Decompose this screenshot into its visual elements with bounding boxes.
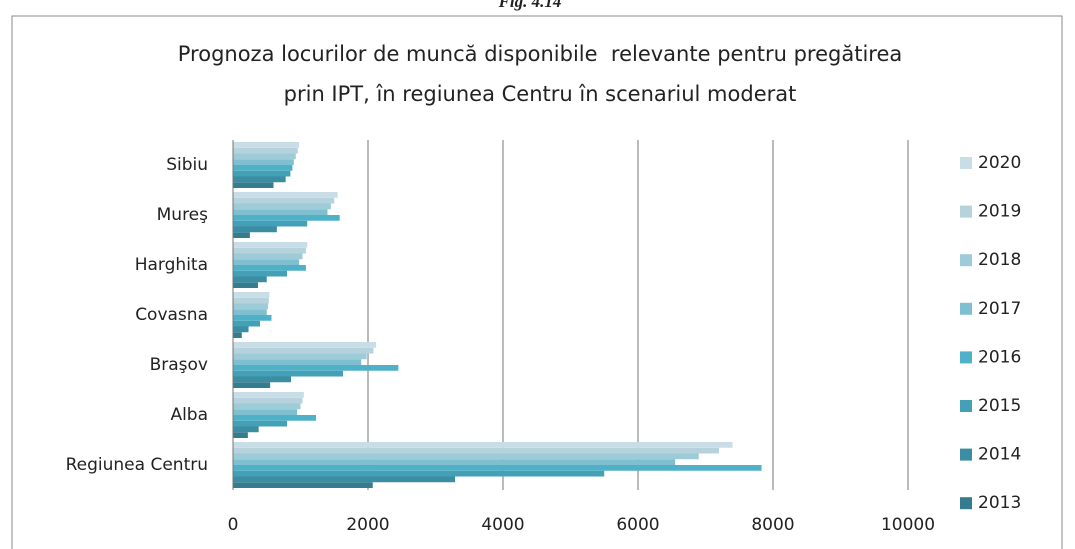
bar [233, 153, 296, 160]
legend-label: 2016 [978, 347, 1021, 367]
legend-swatch [960, 400, 972, 412]
bar [233, 397, 303, 404]
bar [233, 176, 286, 183]
x-tick-label: 6000 [616, 515, 659, 535]
bar [233, 270, 287, 277]
bar [233, 315, 272, 321]
bar [233, 292, 270, 298]
bar [233, 382, 271, 388]
bar [233, 232, 250, 238]
bar [233, 459, 676, 465]
legend-label: 2018 [978, 250, 1021, 270]
legend-swatch [960, 302, 972, 315]
legend-swatch [960, 254, 972, 267]
bar [233, 415, 317, 421]
y-tick-label: Covasna [135, 305, 208, 325]
bar [233, 442, 733, 448]
legend-swatch [960, 497, 972, 510]
x-tick-label: 0 [228, 515, 239, 535]
bar [233, 303, 269, 310]
bar [233, 209, 328, 215]
chart-title: Prognoza locurilor de muncă disponibile … [178, 42, 903, 66]
bar [233, 242, 308, 248]
bar [233, 420, 287, 427]
caption: Fig. 4.14 [498, 0, 562, 11]
bar [233, 220, 308, 227]
bar [233, 453, 699, 460]
legend-label: 2014 [978, 445, 1021, 465]
y-tick-label: Regiunea Centru [66, 455, 208, 475]
bar [233, 147, 298, 154]
bar [233, 470, 605, 477]
bar [233, 409, 298, 415]
y-tick-label: Mureş [157, 205, 209, 225]
x-tick-label: 2000 [346, 515, 389, 535]
legend-label: 2015 [978, 396, 1021, 416]
y-tick-label: Braşov [150, 355, 208, 375]
bar [233, 309, 267, 315]
chart-title: prin IPT, în regiunea Centru în scenariu… [284, 82, 797, 106]
bar [233, 253, 303, 260]
bar [233, 215, 340, 221]
x-tick-label: 10000 [881, 515, 935, 535]
bar [233, 370, 344, 377]
bar [233, 197, 335, 204]
bar [233, 482, 373, 488]
bar [233, 403, 301, 410]
legend-swatch [960, 205, 972, 218]
y-tick-label: Harghita [135, 255, 208, 275]
legend-label: 2017 [978, 299, 1021, 319]
bar [233, 226, 277, 233]
legend-swatch [960, 351, 972, 364]
bar [233, 282, 258, 288]
bar [233, 365, 399, 371]
caption-bg [470, 0, 590, 15]
legend-label: 2020 [978, 153, 1021, 173]
legend-swatch [960, 157, 972, 169]
legend-label: 2013 [978, 493, 1021, 513]
y-tick-label: Sibiu [166, 155, 208, 175]
bar [233, 170, 291, 177]
bar [233, 276, 267, 283]
bar [233, 426, 259, 433]
bar [233, 259, 300, 265]
bar [233, 392, 304, 398]
bar [233, 447, 719, 454]
bar [233, 353, 367, 360]
bar [233, 159, 294, 165]
bar [233, 182, 274, 188]
bar [233, 320, 260, 327]
legend-swatch [960, 448, 972, 461]
bar [233, 165, 293, 171]
bar [233, 347, 374, 354]
bar [233, 265, 306, 271]
bar [233, 376, 292, 383]
bar [233, 342, 377, 348]
bar [233, 203, 331, 210]
bar [233, 476, 456, 483]
bar [233, 192, 338, 198]
bar [233, 359, 362, 365]
bar [233, 465, 762, 471]
bar [233, 432, 248, 438]
bar [233, 297, 269, 304]
y-tick-label: Alba [170, 405, 208, 425]
x-tick-label: 4000 [481, 515, 524, 535]
x-tick-label: 8000 [751, 515, 794, 535]
bar [233, 142, 300, 148]
bar [233, 247, 306, 254]
bar [233, 332, 242, 338]
legend-label: 2019 [978, 202, 1021, 222]
bar [233, 326, 249, 333]
